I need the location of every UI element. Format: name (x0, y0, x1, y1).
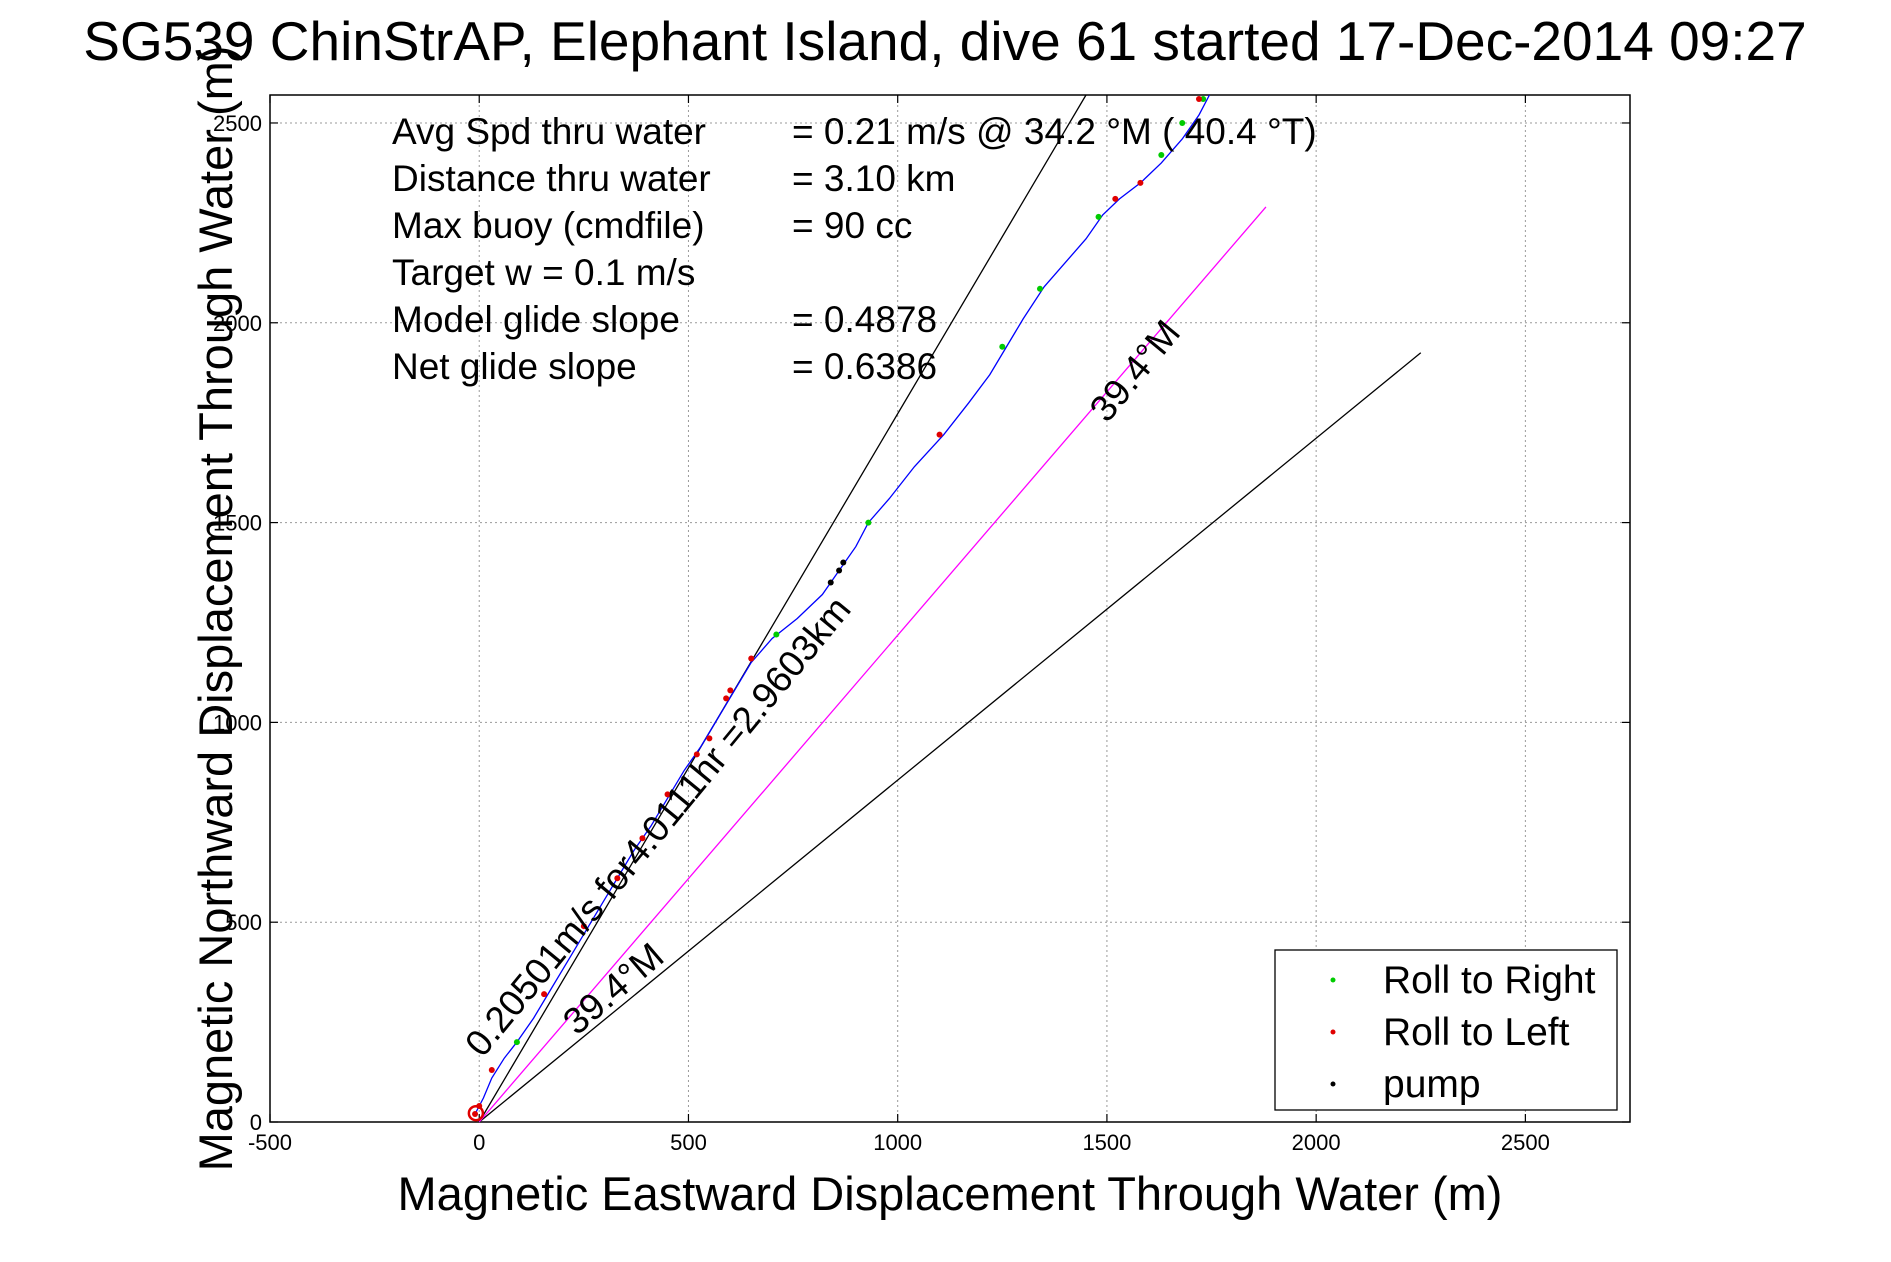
legend-marker (1330, 977, 1336, 983)
track-line (474, 94, 1211, 1115)
roll-to-right-point (773, 631, 780, 638)
chart-title: SG539 ChinStrAP, Elephant Island, dive 6… (83, 10, 1806, 72)
data-series (467, 94, 1211, 1122)
y-tick-label: 500 (225, 910, 262, 935)
roll-to-left-point (614, 875, 621, 882)
roll-to-left-point (706, 735, 713, 742)
info-label: Model glide slope (392, 299, 680, 340)
x-tick-label: -500 (248, 1130, 292, 1155)
info-value: = 3.10 km (792, 158, 956, 199)
roll-to-left-point (748, 655, 755, 662)
info-label: Avg Spd thru water (392, 111, 706, 152)
plot-frame (269, 94, 1631, 1123)
info-label: Net glide slope (392, 346, 637, 387)
roll-to-left-point (1195, 95, 1202, 102)
x-axis-label: Magnetic Eastward Displacement Through W… (398, 1167, 1503, 1220)
roll-to-left-point (1112, 195, 1119, 202)
roll-to-right-point (1200, 95, 1207, 102)
pump-point (836, 567, 843, 574)
roll-to-right-point (1179, 119, 1186, 126)
legend-label: Roll to Left (1383, 1011, 1570, 1054)
legend-label: Roll to Right (1383, 959, 1596, 1002)
roll-to-left-point (664, 791, 671, 798)
y-axis-label: Magnetic Northward Displacement Through … (189, 46, 242, 1172)
roll-to-left-point (936, 431, 943, 438)
y-tick-label: 2000 (213, 311, 262, 336)
rotated-annotation: 39.4°M (1082, 312, 1188, 429)
legend: Roll to Right Roll to Left pump (1274, 949, 1618, 1111)
x-tick-label: 1500 (1082, 1130, 1131, 1155)
y-tick-label: 2500 (213, 111, 262, 136)
x-tick-label: 0 (473, 1130, 485, 1155)
roll-to-right-point (513, 1039, 520, 1046)
legend-label: pump (1383, 1063, 1481, 1106)
info-value: = 90 cc (792, 205, 912, 246)
roll-to-left-point (472, 1111, 479, 1118)
roll-to-left-point (723, 695, 730, 702)
x-tick-label: 2000 (1292, 1130, 1341, 1155)
info-label: Target w = 0.1 m/s (392, 252, 695, 293)
roll-to-right-point (1158, 151, 1165, 158)
info-value: = 0.6386 (792, 346, 937, 387)
x-tick-label: 2500 (1501, 1130, 1550, 1155)
legend-marker (1330, 1029, 1336, 1035)
y-tick-label: 1500 (213, 511, 262, 536)
line-shallow (478, 352, 1422, 1123)
start-marker (467, 1104, 485, 1122)
roll-to-left-point (541, 991, 548, 998)
line-steep (478, 94, 1087, 1123)
y-axis-ticks: 0 500 1000 1500 2000 2500 (213, 111, 1630, 1135)
roll-to-left-point (1137, 179, 1144, 186)
line-net (478, 206, 1267, 1123)
info-value: = 0.4878 (792, 299, 937, 340)
pump-point (840, 559, 847, 566)
y-tick-label: 0 (250, 1110, 262, 1135)
legend-marker (1330, 1081, 1336, 1087)
x-tick-label: 500 (670, 1130, 707, 1155)
x-axis-ticks: -500 0 500 1000 1500 2000 2500 (248, 95, 1550, 1155)
roll-to-left-point (639, 835, 646, 842)
reference-lines (478, 94, 1422, 1123)
info-value: = 0.21 m/s @ 34.2 °M ( 40.4 °T) (792, 111, 1317, 152)
roll-to-right-point (999, 343, 1006, 350)
roll-to-left-point (580, 923, 587, 930)
roll-to-right-point (865, 519, 872, 526)
info-label: Max buoy (cmdfile) (392, 205, 705, 246)
y-tick-label: 1000 (213, 710, 262, 735)
x-tick-label: 1000 (873, 1130, 922, 1155)
roll-to-left-point (693, 751, 700, 758)
roll-to-right-point (1095, 213, 1102, 220)
rotated-annotation: 0.20501m/s for4.0111hr =2.9603km (457, 589, 859, 1064)
pump-point (827, 579, 834, 586)
roll-to-left-point (488, 1067, 495, 1074)
info-label: Distance thru water (392, 158, 711, 199)
info-block: Avg Spd thru water = 0.21 m/s @ 34.2 °M (… (392, 111, 1317, 387)
roll-to-right-point (1036, 285, 1043, 292)
roll-to-left-point (727, 687, 734, 694)
